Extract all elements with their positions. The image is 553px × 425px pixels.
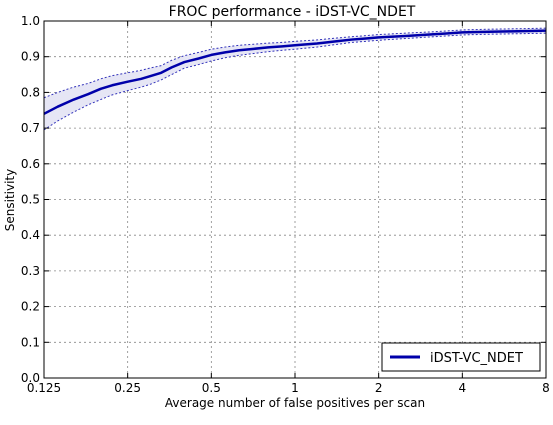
y-tick-label: 0.0 — [21, 371, 40, 385]
x-axis-label: Average number of false positives per sc… — [165, 396, 425, 410]
x-tick-label: 0.125 — [27, 381, 61, 395]
x-tick-label: 4 — [459, 381, 467, 395]
x-tick-label: 0.25 — [114, 381, 141, 395]
y-tick-label: 0.7 — [21, 121, 40, 135]
legend-label: iDST-VC_NDET — [430, 351, 523, 366]
chart-title: FROC performance - iDST-VC_NDET — [169, 4, 416, 20]
y-axis-label: Sensitivity — [3, 169, 17, 231]
y-tick-label: 0.2 — [21, 300, 40, 314]
y-tick-label: 0.6 — [21, 157, 40, 171]
y-tick-label: 1.0 — [21, 14, 40, 28]
y-tick-label: 0.8 — [21, 85, 40, 99]
series-lines — [43, 27, 547, 131]
y-tick-label: 0.5 — [21, 193, 40, 207]
y-tick-label: 0.4 — [21, 228, 40, 242]
x-tick-label: 1 — [291, 381, 299, 395]
series-line — [43, 29, 547, 115]
legend: iDST-VC_NDET — [381, 342, 541, 372]
x-axis-ticks: 0.125 0.25 0.5 1 2 4 8 — [27, 21, 550, 395]
x-tick-label: 0.5 — [202, 381, 221, 395]
y-tick-label: 0.9 — [21, 50, 40, 64]
y-axis-ticks: 0.0 0.1 0.2 0.3 0.4 0.5 0.6 0.7 0.8 0.9 1.0 — [21, 14, 546, 385]
lower-bound-line — [43, 32, 547, 131]
upper-bound-line — [43, 27, 547, 99]
x-tick-label: 2 — [375, 381, 383, 395]
y-tick-label: 0.1 — [21, 335, 40, 349]
x-tick-label: 8 — [542, 381, 550, 395]
y-tick-label: 0.3 — [21, 264, 40, 278]
